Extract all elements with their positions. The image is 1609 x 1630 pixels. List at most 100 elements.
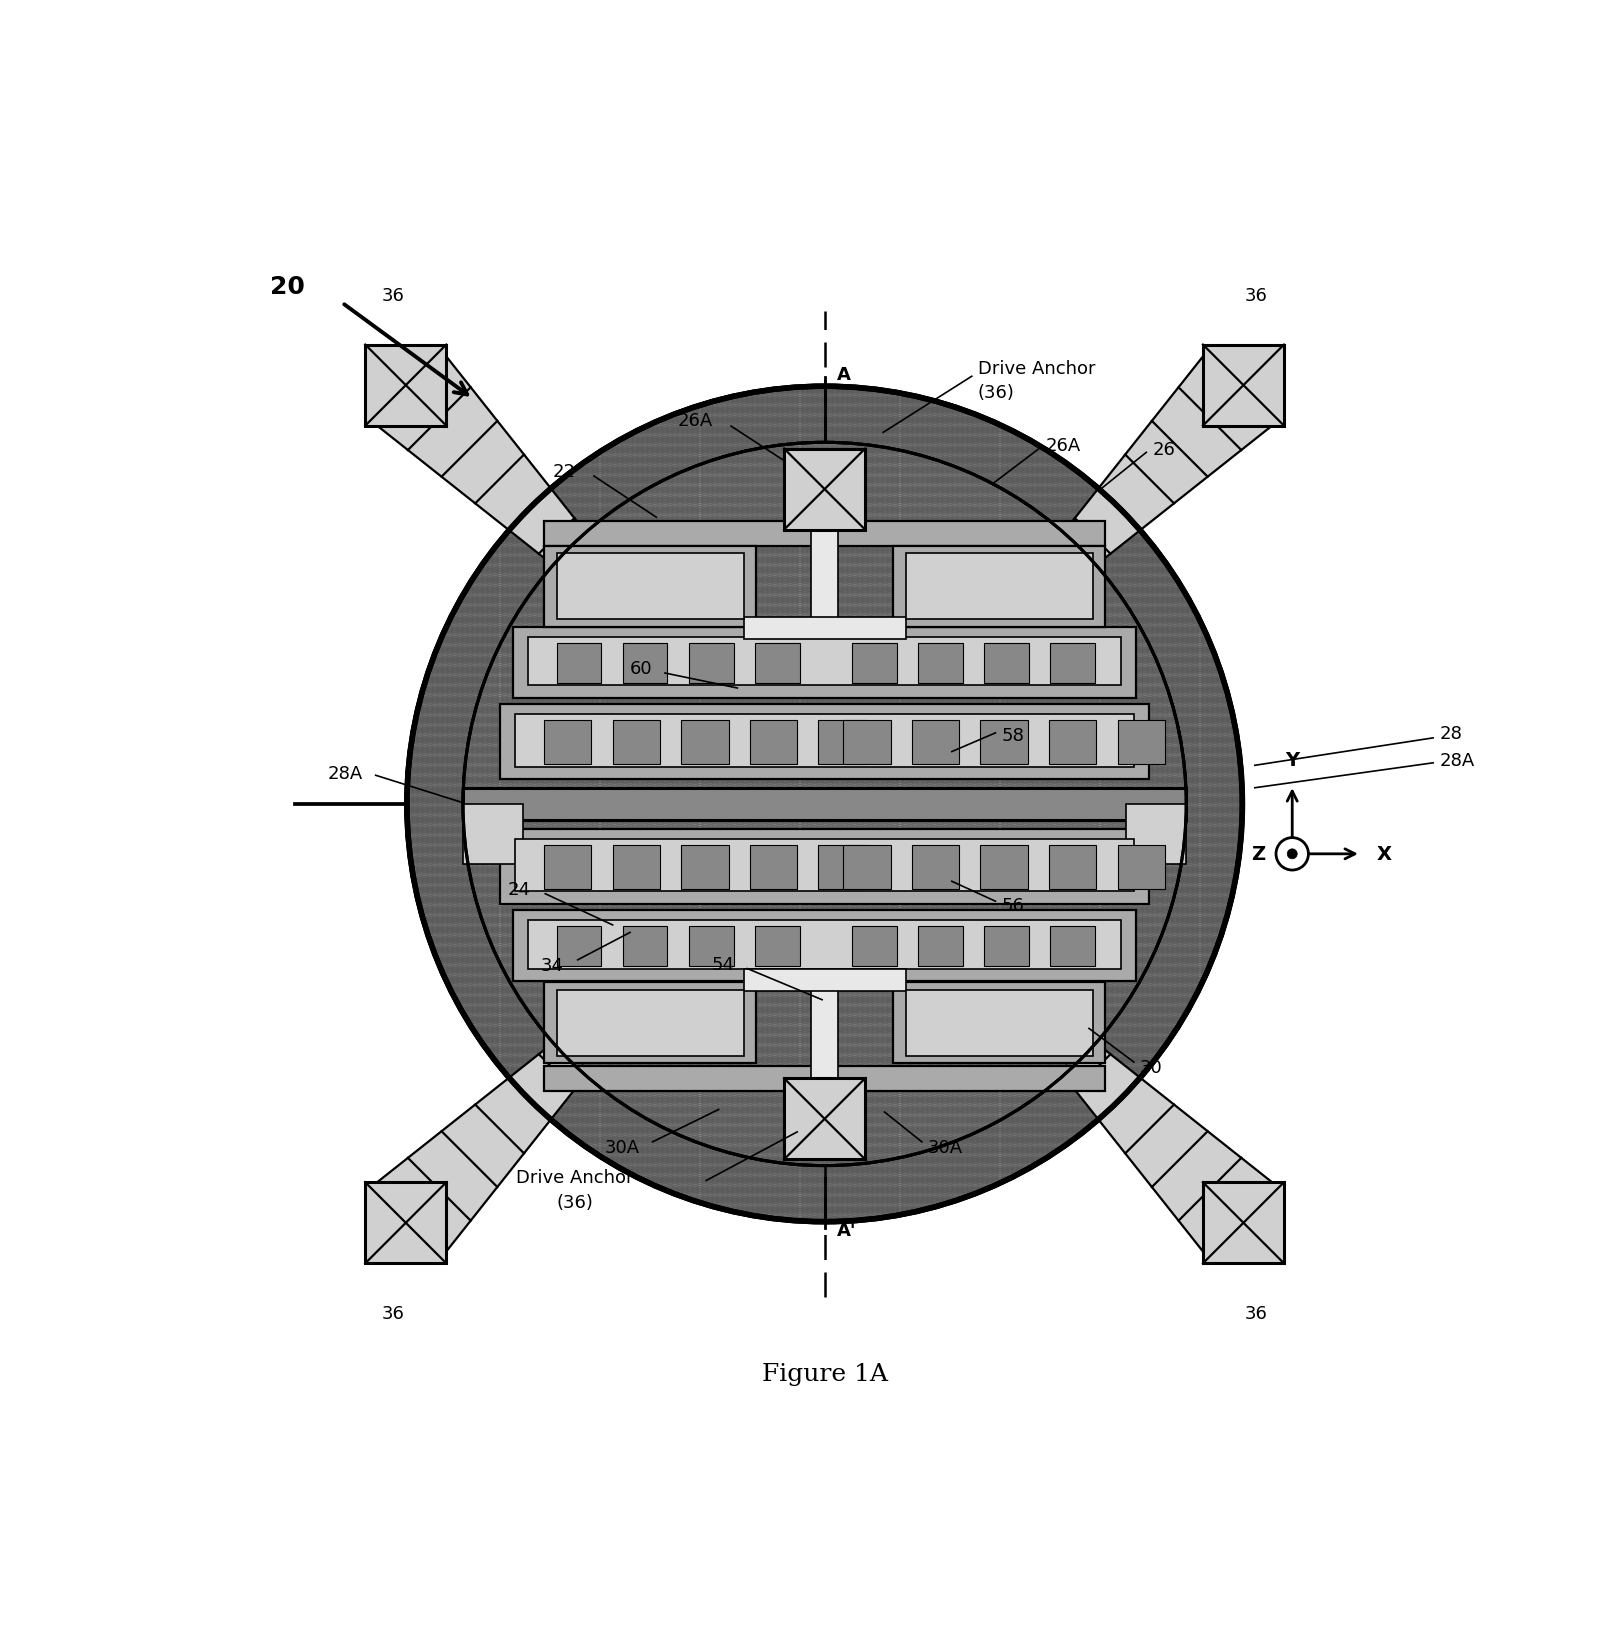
Text: 30A: 30A xyxy=(928,1138,964,1156)
Text: 28: 28 xyxy=(1440,724,1463,742)
Bar xyxy=(1204,1182,1284,1263)
Bar xyxy=(515,839,1134,892)
Bar xyxy=(513,628,1136,699)
Bar xyxy=(819,846,866,890)
Text: 28A: 28A xyxy=(328,764,364,782)
Text: 36: 36 xyxy=(1244,1304,1268,1322)
Circle shape xyxy=(463,443,1186,1165)
Bar xyxy=(743,618,906,641)
Bar xyxy=(919,926,964,967)
Bar xyxy=(853,926,896,967)
Bar xyxy=(985,644,1030,683)
Bar xyxy=(1126,805,1186,864)
Bar xyxy=(513,911,1136,981)
Text: 58: 58 xyxy=(1002,727,1025,745)
Text: Drive Anchor: Drive Anchor xyxy=(516,1169,634,1187)
Bar xyxy=(500,704,1149,779)
Bar xyxy=(750,720,796,764)
Bar xyxy=(557,644,602,683)
Text: X: X xyxy=(1377,844,1392,864)
Text: A: A xyxy=(837,365,851,383)
Bar xyxy=(544,846,592,890)
Bar xyxy=(1051,644,1096,683)
Text: 60: 60 xyxy=(629,660,653,678)
Text: 22: 22 xyxy=(552,463,576,481)
Bar xyxy=(912,720,959,764)
Bar xyxy=(853,644,896,683)
Polygon shape xyxy=(1060,1040,1279,1258)
Bar xyxy=(557,989,743,1056)
Bar xyxy=(985,926,1030,967)
Text: (36): (36) xyxy=(557,1193,594,1211)
Bar xyxy=(689,926,734,967)
Bar xyxy=(557,926,602,967)
Text: Figure 1A: Figure 1A xyxy=(761,1363,888,1385)
Bar xyxy=(1049,846,1096,890)
Bar xyxy=(463,789,1186,820)
Circle shape xyxy=(1276,838,1308,870)
Bar xyxy=(811,530,838,629)
Bar xyxy=(755,644,800,683)
Bar xyxy=(544,720,592,764)
Bar xyxy=(784,450,866,530)
Bar xyxy=(893,983,1105,1064)
Bar xyxy=(906,554,1093,619)
Bar xyxy=(843,846,891,890)
Bar xyxy=(750,846,796,890)
Bar xyxy=(500,830,1149,905)
Text: 26A: 26A xyxy=(677,412,713,430)
Bar xyxy=(843,720,891,764)
Text: Y: Y xyxy=(1286,750,1300,769)
Text: 34: 34 xyxy=(541,957,565,975)
Bar xyxy=(893,546,1105,628)
Bar xyxy=(819,720,866,764)
Bar xyxy=(919,644,964,683)
Bar xyxy=(528,921,1121,968)
Bar xyxy=(906,989,1093,1056)
Text: 36: 36 xyxy=(1244,287,1268,305)
Bar xyxy=(1049,720,1096,764)
Bar xyxy=(980,720,1028,764)
Text: 54: 54 xyxy=(711,955,735,973)
Bar xyxy=(980,846,1028,890)
Polygon shape xyxy=(1060,350,1279,569)
Bar xyxy=(1118,720,1165,764)
Bar xyxy=(613,720,660,764)
Bar xyxy=(689,644,734,683)
Bar xyxy=(912,846,959,890)
Text: 28A: 28A xyxy=(1440,751,1474,769)
Bar xyxy=(784,1079,866,1159)
Bar xyxy=(544,522,1105,546)
Circle shape xyxy=(407,386,1242,1222)
Bar xyxy=(463,805,523,864)
Bar xyxy=(544,983,756,1064)
Bar xyxy=(544,546,756,628)
Bar xyxy=(623,644,668,683)
Bar xyxy=(811,980,838,1079)
Text: 36: 36 xyxy=(381,287,405,305)
Text: Z: Z xyxy=(1250,844,1265,864)
Bar xyxy=(623,926,668,967)
Text: 30: 30 xyxy=(1141,1058,1163,1076)
Text: (36): (36) xyxy=(978,385,1015,403)
Bar xyxy=(613,846,660,890)
Polygon shape xyxy=(370,1040,589,1258)
Bar xyxy=(557,554,743,619)
Bar xyxy=(528,637,1121,686)
Bar xyxy=(365,1182,446,1263)
Bar xyxy=(1118,846,1165,890)
Bar xyxy=(1051,926,1096,967)
Bar xyxy=(681,846,729,890)
Circle shape xyxy=(1287,849,1297,859)
Bar xyxy=(365,346,446,427)
Bar xyxy=(743,968,906,991)
Bar xyxy=(1204,346,1284,427)
Bar xyxy=(681,720,729,764)
Bar xyxy=(544,1066,1105,1090)
Text: 30A: 30A xyxy=(605,1138,640,1156)
Text: 26A: 26A xyxy=(1046,437,1081,455)
Text: 56: 56 xyxy=(1002,897,1025,914)
Text: Drive Anchor: Drive Anchor xyxy=(978,359,1096,377)
Bar xyxy=(515,714,1134,768)
Text: 24: 24 xyxy=(507,880,531,898)
